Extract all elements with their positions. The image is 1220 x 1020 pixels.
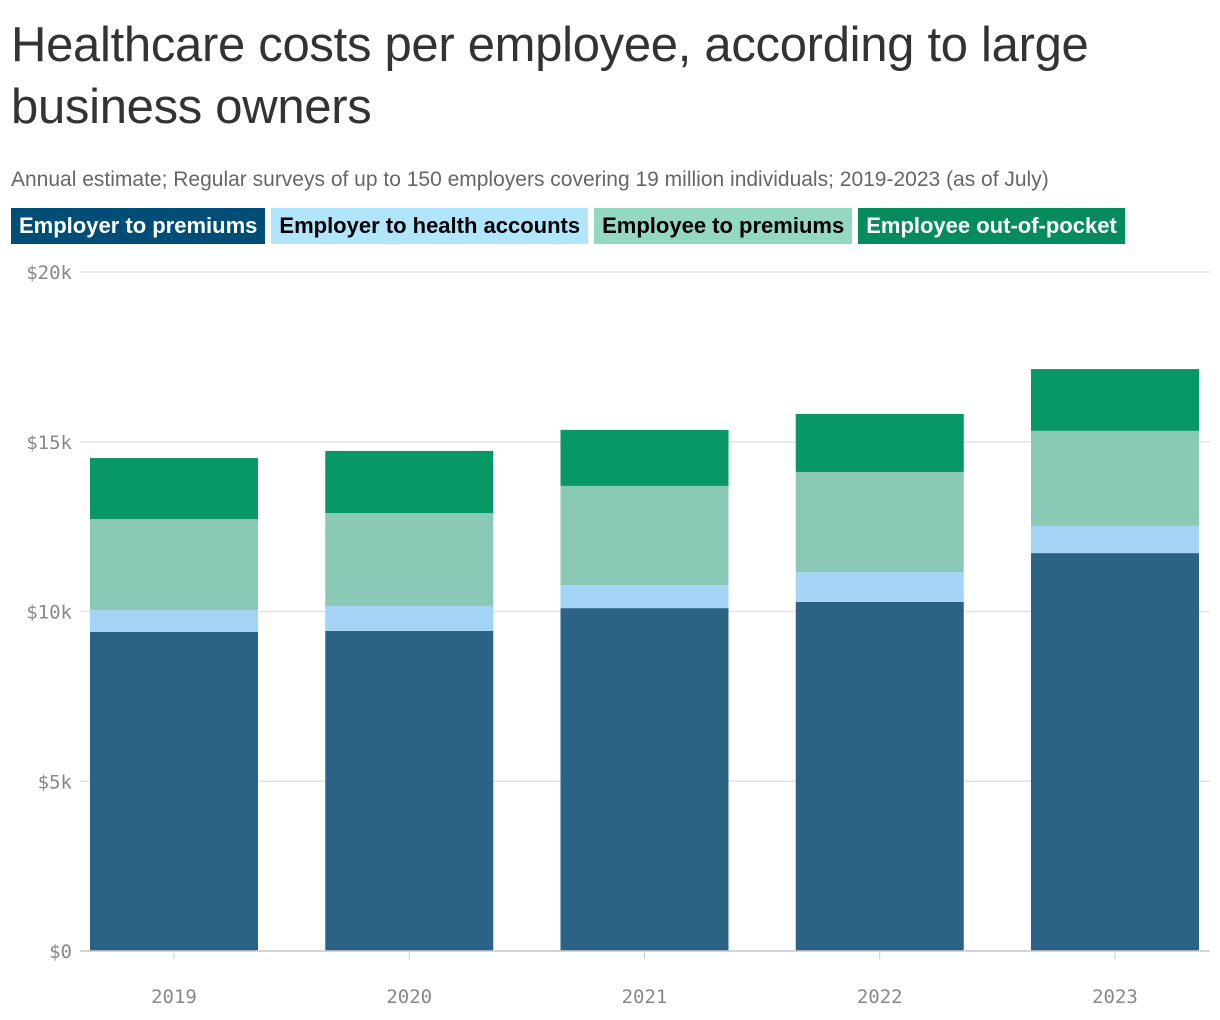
x-tick-label: 2020 (386, 986, 432, 1008)
bar-segment (325, 606, 494, 631)
legend-item: Employer to premiums (11, 208, 266, 244)
bar-segment (1031, 369, 1199, 431)
bar-segment (90, 631, 258, 951)
bar-segment (90, 519, 258, 611)
bar-segment (795, 413, 964, 472)
bar-segment (1031, 525, 1199, 554)
bar-segment (795, 471, 964, 573)
chart-title: Healthcare costs per employee, according… (11, 18, 1089, 134)
bar-segment (795, 572, 964, 602)
x-tick-label: 2021 (622, 986, 668, 1008)
bar-segment (560, 585, 729, 609)
y-tick-label: $0 (49, 941, 72, 963)
bar-segment (560, 485, 729, 586)
x-tick-label: 2023 (1092, 986, 1138, 1008)
bar-segment (1031, 553, 1199, 951)
bar-segment (1031, 430, 1199, 526)
y-tick-label: $10k (26, 602, 72, 624)
bar-segment (325, 450, 494, 514)
x-tick-label: 2019 (151, 986, 197, 1008)
legend-item: Employee to premiums (594, 208, 853, 244)
y-tick-label: $5k (38, 771, 73, 793)
x-tick-label: 2022 (857, 986, 903, 1008)
y-tick-label: $20k (26, 262, 72, 284)
bar-segment (325, 513, 494, 607)
legend-item: Employer to health accounts (271, 208, 589, 244)
y-tick-label: $15k (26, 432, 72, 454)
bar-segment (325, 630, 494, 951)
bar-segment (90, 458, 258, 520)
bar-segment (560, 608, 729, 951)
legend: Employer to premiums Employer to health a… (11, 208, 1125, 244)
bar-segment (795, 601, 964, 951)
bar-segment (560, 429, 729, 486)
chart-subtitle: Annual estimate; Regular surveys of up t… (11, 168, 1049, 191)
bar-segment (90, 610, 258, 632)
legend-item: Employee out-of-pocket (858, 208, 1125, 244)
